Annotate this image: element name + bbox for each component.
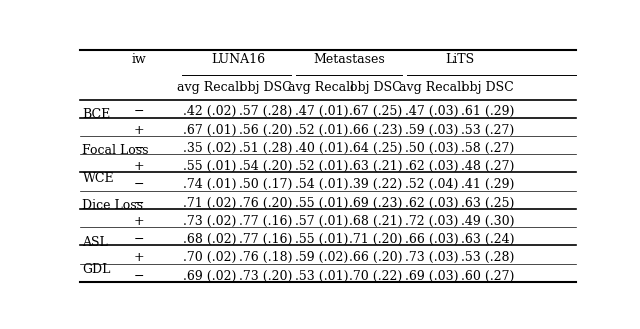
Text: obj DSC: obj DSC	[240, 81, 292, 94]
Text: obj DSC: obj DSC	[462, 81, 513, 94]
Text: obj DSC: obj DSC	[350, 81, 402, 94]
Text: .55 (.01): .55 (.01)	[295, 233, 348, 246]
Text: .77 (.16): .77 (.16)	[239, 215, 292, 228]
Text: .63 (.25): .63 (.25)	[461, 196, 515, 210]
Text: −: −	[133, 269, 144, 283]
Text: .68 (.02): .68 (.02)	[183, 233, 237, 246]
Text: .59 (.03): .59 (.03)	[406, 124, 459, 137]
Text: .69 (.03): .69 (.03)	[405, 269, 459, 283]
Text: −: −	[133, 142, 144, 155]
Text: −: −	[133, 196, 144, 210]
Text: .69 (.02): .69 (.02)	[183, 269, 237, 283]
Text: .47 (.03): .47 (.03)	[405, 105, 459, 118]
Text: .61 (.29): .61 (.29)	[461, 105, 515, 118]
Text: .64 (.25): .64 (.25)	[349, 142, 403, 155]
Text: .50 (.03): .50 (.03)	[405, 142, 459, 155]
Text: .48 (.27): .48 (.27)	[461, 160, 515, 173]
Text: .47 (.01): .47 (.01)	[295, 105, 348, 118]
Text: .39 (.22): .39 (.22)	[349, 178, 403, 191]
Text: .73 (.20): .73 (.20)	[239, 269, 292, 283]
Text: avg Recall: avg Recall	[177, 81, 243, 94]
Text: .66 (.23): .66 (.23)	[349, 124, 403, 137]
Text: LUNA16: LUNA16	[211, 53, 265, 66]
Text: −: −	[133, 178, 144, 191]
Text: .62 (.03): .62 (.03)	[405, 160, 459, 173]
Text: .77 (.16): .77 (.16)	[239, 233, 292, 246]
Text: −: −	[133, 233, 144, 246]
Text: .49 (.30): .49 (.30)	[461, 215, 515, 228]
Text: .63 (.21): .63 (.21)	[349, 160, 403, 173]
Text: Dice Loss: Dice Loss	[83, 199, 143, 212]
Text: .67 (.01): .67 (.01)	[183, 124, 237, 137]
Text: −: −	[133, 105, 144, 118]
Text: .66 (.20): .66 (.20)	[349, 251, 403, 264]
Text: .55 (.01): .55 (.01)	[183, 160, 237, 173]
Text: .54 (.20): .54 (.20)	[239, 160, 292, 173]
Text: .68 (.21): .68 (.21)	[349, 215, 403, 228]
Text: .55 (.01): .55 (.01)	[295, 196, 348, 210]
Text: .52 (.01): .52 (.01)	[295, 160, 348, 173]
Text: +: +	[133, 251, 144, 264]
Text: .42 (.02): .42 (.02)	[183, 105, 237, 118]
Text: .71 (.02): .71 (.02)	[183, 196, 237, 210]
Text: .53 (.27): .53 (.27)	[461, 124, 515, 137]
Text: .76 (.18): .76 (.18)	[239, 251, 292, 264]
Text: .73 (.03): .73 (.03)	[405, 251, 459, 264]
Text: .71 (.20): .71 (.20)	[349, 233, 403, 246]
Text: .57 (.28): .57 (.28)	[239, 105, 292, 118]
Text: .40 (.01): .40 (.01)	[295, 142, 348, 155]
Text: .50 (.17): .50 (.17)	[239, 178, 292, 191]
Text: .62 (.03): .62 (.03)	[405, 196, 459, 210]
Text: .58 (.27): .58 (.27)	[461, 142, 515, 155]
Text: .72 (.03): .72 (.03)	[406, 215, 459, 228]
Text: .56 (.20): .56 (.20)	[239, 124, 292, 137]
Text: .69 (.23): .69 (.23)	[349, 196, 403, 210]
Text: .41 (.29): .41 (.29)	[461, 178, 515, 191]
Text: .57 (.01): .57 (.01)	[295, 215, 348, 228]
Text: .60 (.27): .60 (.27)	[461, 269, 515, 283]
Text: .52 (.04): .52 (.04)	[406, 178, 459, 191]
Text: avg Recall: avg Recall	[399, 81, 465, 94]
Text: .70 (.22): .70 (.22)	[349, 269, 403, 283]
Text: .74 (.01): .74 (.01)	[183, 178, 237, 191]
Text: +: +	[133, 215, 144, 228]
Text: .52 (.01): .52 (.01)	[295, 124, 348, 137]
Text: .66 (.03): .66 (.03)	[405, 233, 459, 246]
Text: .53 (.01): .53 (.01)	[295, 269, 348, 283]
Text: .59 (.02): .59 (.02)	[295, 251, 348, 264]
Text: iw: iw	[131, 53, 146, 66]
Text: .73 (.02): .73 (.02)	[183, 215, 237, 228]
Text: .70 (.02): .70 (.02)	[183, 251, 237, 264]
Text: WCE: WCE	[83, 172, 114, 185]
Text: .76 (.20): .76 (.20)	[239, 196, 292, 210]
Text: GDL: GDL	[83, 263, 111, 276]
Text: .53 (.28): .53 (.28)	[461, 251, 515, 264]
Text: .51 (.28): .51 (.28)	[239, 142, 292, 155]
Text: .35 (.02): .35 (.02)	[183, 142, 237, 155]
Text: BCE: BCE	[83, 108, 111, 121]
Text: .63 (.24): .63 (.24)	[461, 233, 515, 246]
Text: .67 (.25): .67 (.25)	[349, 105, 403, 118]
Text: .54 (.01): .54 (.01)	[295, 178, 348, 191]
Text: avg Recall: avg Recall	[289, 81, 355, 94]
Text: +: +	[133, 124, 144, 137]
Text: Focal Loss: Focal Loss	[83, 144, 149, 158]
Text: ASL: ASL	[83, 236, 108, 249]
Text: Metastases: Metastases	[313, 53, 385, 66]
Text: LiTS: LiTS	[445, 53, 474, 66]
Text: +: +	[133, 160, 144, 173]
